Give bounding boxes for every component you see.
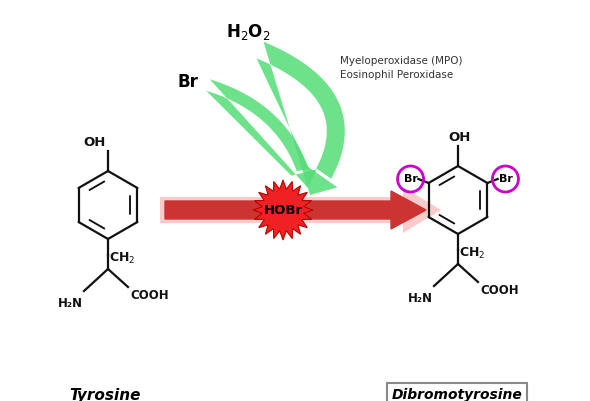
Text: OH: OH bbox=[84, 136, 106, 149]
Text: CH$_2$: CH$_2$ bbox=[459, 246, 486, 261]
Text: Br: Br bbox=[499, 174, 512, 184]
Text: Br: Br bbox=[178, 73, 198, 91]
Text: CH$_2$: CH$_2$ bbox=[109, 251, 135, 266]
Text: Tyrosine: Tyrosine bbox=[69, 388, 141, 401]
Text: COOH: COOH bbox=[480, 284, 519, 297]
Polygon shape bbox=[253, 180, 313, 240]
Text: Br: Br bbox=[404, 174, 418, 184]
Text: Myeloperoxidase (MPO)
Eosinophil Peroxidase: Myeloperoxidase (MPO) Eosinophil Peroxid… bbox=[340, 56, 463, 80]
FancyArrow shape bbox=[160, 187, 441, 233]
Text: OH: OH bbox=[449, 131, 471, 144]
Text: COOH: COOH bbox=[130, 289, 169, 302]
Text: HOBr: HOBr bbox=[264, 203, 303, 217]
Text: Dibromotyrosine: Dibromotyrosine bbox=[392, 388, 522, 401]
FancyArrow shape bbox=[165, 191, 426, 229]
Polygon shape bbox=[257, 42, 345, 195]
Text: H₂N: H₂N bbox=[408, 292, 432, 305]
Polygon shape bbox=[206, 79, 317, 188]
Text: H₂N: H₂N bbox=[57, 297, 83, 310]
Text: H$_2$O$_2$: H$_2$O$_2$ bbox=[226, 22, 270, 42]
